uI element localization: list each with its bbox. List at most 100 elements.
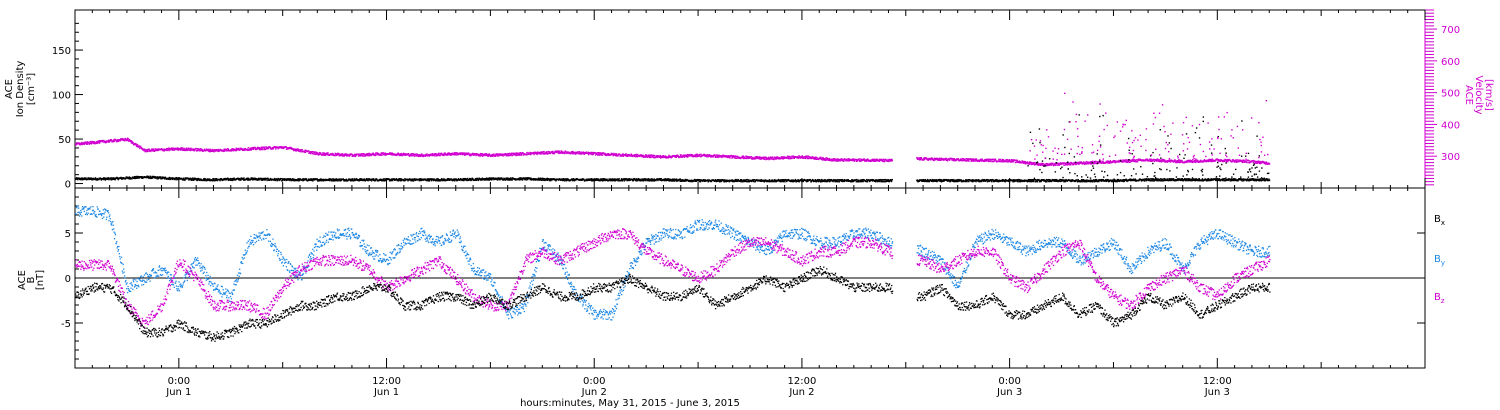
data-point: [1237, 180, 1239, 182]
top-y2label-line: ACE: [1463, 85, 1474, 105]
data-point: [1060, 179, 1062, 181]
data-point: [655, 179, 657, 181]
data-point: [285, 178, 287, 180]
data-point: [272, 148, 275, 150]
data-point: [1172, 179, 1174, 182]
data-point: [331, 178, 333, 180]
data-point: [598, 178, 600, 180]
data-point: [110, 177, 113, 179]
data-point: [541, 153, 543, 155]
data-point: [741, 179, 743, 182]
data-point: [1266, 178, 1268, 180]
data-point: [288, 179, 291, 181]
data-point: [489, 177, 491, 179]
data-point: [506, 153, 508, 155]
data-point: [156, 177, 158, 180]
data-point: [737, 179, 740, 182]
data-point: [572, 179, 574, 182]
data-point: [388, 152, 391, 155]
data-point: [872, 179, 875, 181]
data-point: [519, 153, 521, 155]
data-point: [471, 179, 473, 181]
data-point: [227, 177, 229, 180]
data-point: [527, 151, 529, 154]
data-point: [103, 177, 105, 179]
data-point: [296, 179, 299, 181]
data-point: [814, 179, 817, 181]
data-point: [748, 181, 751, 183]
data-point: [396, 153, 398, 155]
data-point: [275, 147, 277, 149]
data-point: [351, 179, 353, 182]
data-point: [174, 177, 177, 179]
data-point: [97, 140, 99, 142]
data-point: [637, 179, 639, 182]
data-point: [193, 179, 195, 181]
data-point: [175, 179, 177, 181]
data-point: [487, 155, 490, 157]
data-point: [380, 154, 382, 156]
data-point: [336, 178, 338, 180]
data-point: [287, 179, 289, 181]
data-point: [211, 148, 214, 151]
data-point: [266, 179, 268, 182]
data-point: [398, 179, 400, 182]
data-point: [1221, 178, 1223, 181]
data-point: [529, 151, 531, 154]
data-point: [485, 179, 487, 181]
data-point: [843, 180, 845, 183]
data-point: [150, 177, 152, 180]
data-point: [1254, 178, 1256, 180]
data-point: [1236, 180, 1238, 182]
data-point: [1093, 181, 1095, 183]
data-point: [1192, 179, 1194, 182]
data-point: [699, 180, 702, 183]
data-point: [196, 148, 198, 150]
data-point: [1246, 179, 1248, 181]
data-point: [127, 138, 130, 140]
data-point: [663, 178, 665, 181]
data-point: [419, 178, 421, 180]
data-point: [484, 179, 486, 181]
data-point: [305, 178, 307, 180]
data-point: [612, 178, 615, 180]
data-point: [520, 152, 522, 154]
data-point: [340, 179, 342, 182]
data-point: [459, 179, 461, 181]
data-point: [449, 153, 451, 155]
data-point: [1100, 178, 1103, 181]
data-point: [543, 150, 545, 153]
data-point: [318, 178, 321, 181]
data-point: [491, 153, 494, 156]
data-point: [1017, 178, 1020, 181]
data-point: [215, 178, 218, 180]
data-point: [995, 180, 997, 182]
data-point: [169, 147, 171, 150]
data-point: [875, 179, 877, 181]
data-point: [628, 179, 630, 182]
data-point: [561, 178, 563, 180]
data-point: [75, 143, 78, 145]
data-point: [671, 179, 674, 181]
data-point: [291, 147, 293, 149]
data-point: [811, 178, 814, 181]
data-point: [840, 178, 843, 181]
data-point: [752, 180, 755, 183]
data-point: [1264, 179, 1267, 182]
data-point: [975, 180, 977, 183]
data-point: [277, 178, 279, 181]
data-point: [123, 138, 125, 140]
data-point: [1268, 178, 1270, 180]
data-point: [109, 140, 112, 142]
data-point: [1230, 180, 1232, 182]
data-point: [84, 142, 86, 144]
data-point: [1260, 180, 1263, 182]
data-point: [1179, 179, 1181, 182]
data-point: [229, 178, 231, 181]
data-point: [1197, 178, 1199, 180]
data-point: [782, 180, 785, 183]
data-point: [1160, 178, 1162, 180]
data-point: [374, 154, 377, 157]
data-point: [218, 150, 220, 153]
data-point: [1207, 178, 1210, 180]
